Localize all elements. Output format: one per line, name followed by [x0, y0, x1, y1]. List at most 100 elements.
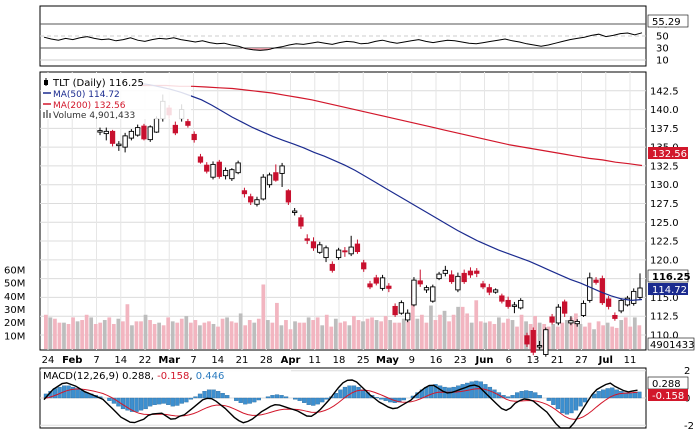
volume-bar	[401, 318, 406, 349]
candle	[398, 300, 405, 315]
macd-histogram-bar	[188, 397, 194, 400]
x-axis-label: 23	[454, 355, 467, 366]
volume-value-badge: 4901433	[647, 337, 695, 351]
candle	[536, 340, 543, 350]
candle	[474, 268, 480, 278]
macd-histogram-bar	[324, 397, 329, 400]
candle	[235, 160, 241, 175]
volume-tick-label: 30M	[4, 305, 25, 316]
candle	[637, 273, 643, 300]
volume-bar	[560, 322, 565, 349]
x-axis-label: Feb	[62, 355, 82, 366]
candle	[423, 285, 430, 293]
volume-bar	[564, 320, 569, 349]
candle	[405, 309, 411, 323]
volume-bar	[320, 325, 325, 349]
macd-histogram-bar	[157, 397, 162, 405]
candle	[147, 125, 153, 142]
price-tick-label: 122.5	[650, 237, 679, 248]
candle	[593, 277, 599, 285]
macd-histogram-bar	[347, 385, 352, 399]
candle	[116, 141, 122, 151]
volume-bar	[474, 300, 479, 349]
macd-histogram-bar	[193, 396, 198, 399]
macd-histogram-bar	[505, 396, 511, 399]
candle	[631, 288, 637, 306]
volume-bar	[605, 322, 610, 349]
volume-bar	[592, 329, 596, 349]
candle	[499, 293, 505, 304]
macd-histogram-bar	[202, 391, 207, 399]
last-price-badge-text: 116.25	[652, 272, 691, 283]
volume-bar	[524, 321, 528, 349]
volume-bar	[71, 317, 75, 349]
macd-histogram-bar	[197, 393, 203, 399]
price-tick-label: 130.0	[650, 180, 679, 191]
rsi-tick-label: 10	[656, 56, 669, 67]
x-axis-label: 21	[236, 355, 249, 366]
macd-histogram-bar	[283, 396, 289, 399]
candle	[97, 127, 103, 136]
x-axis-label: 21	[551, 355, 564, 366]
macd-histogram-bar	[619, 391, 624, 399]
macd-tick-label: 2	[684, 366, 690, 377]
macd-histogram-bar	[528, 391, 533, 399]
candle	[135, 124, 141, 137]
volume-bar	[370, 317, 374, 349]
x-axis-label: 18	[333, 355, 346, 366]
macd-histogram-bar	[637, 391, 642, 399]
volume-badge-text: 4901433	[650, 340, 695, 351]
volume-bar	[184, 316, 189, 349]
macd-histogram-bar	[234, 397, 239, 401]
price-tick-label: 137.5	[650, 124, 679, 135]
macd-histogram-bar	[537, 395, 542, 399]
macd-badge-text: 0.288	[652, 379, 681, 390]
volume-bar	[202, 322, 207, 349]
legend-symbol: TLT (Daily) 116.25	[52, 78, 144, 89]
volume-bar	[420, 314, 424, 349]
volume-bar	[270, 322, 275, 349]
volume-bar	[139, 321, 143, 349]
macd-histogram-bar	[247, 397, 252, 404]
macd-histogram-bar	[564, 397, 570, 415]
volume-bar	[48, 317, 53, 349]
macd-histogram-bar	[175, 397, 180, 406]
macd-signal-line	[43, 388, 638, 420]
candle	[618, 298, 624, 314]
volume-bar	[188, 322, 193, 349]
volume-bar	[555, 326, 560, 349]
volume-bar	[361, 321, 365, 349]
candle	[204, 162, 210, 174]
macd-histogram-bar	[524, 390, 529, 399]
macd-histogram-bar	[428, 384, 434, 399]
candle	[329, 261, 335, 273]
macd-histogram-bar	[52, 388, 58, 399]
x-axis-label: Apr	[281, 355, 301, 366]
candle	[361, 259, 367, 272]
candle	[448, 270, 455, 284]
legend-ma50: MA(50) 114.72	[53, 90, 120, 100]
volume-bar	[537, 322, 542, 349]
candle	[524, 332, 530, 347]
volume-bar	[288, 329, 293, 349]
volume-bar	[614, 327, 619, 349]
macd-histogram-bar	[166, 397, 171, 405]
price-tick-label: 110.0	[650, 330, 679, 341]
volume-bar	[429, 305, 433, 349]
macd-histogram-bar	[551, 397, 556, 405]
candle	[518, 298, 524, 310]
volume-bar	[293, 321, 297, 349]
volume-bar	[170, 321, 175, 349]
volume-bar	[406, 321, 411, 349]
macd-histogram-bar	[333, 393, 339, 399]
volume-bar	[333, 318, 338, 349]
price-tick-label: 140.0	[650, 105, 679, 116]
candle	[612, 312, 618, 321]
x-axis-label: 7	[190, 355, 196, 366]
candle	[216, 159, 222, 179]
ma50-line	[139, 82, 643, 302]
macd-histogram-bar	[170, 397, 175, 407]
macd-histogram-bar	[320, 397, 325, 403]
macd-histogram-bar	[71, 386, 76, 399]
